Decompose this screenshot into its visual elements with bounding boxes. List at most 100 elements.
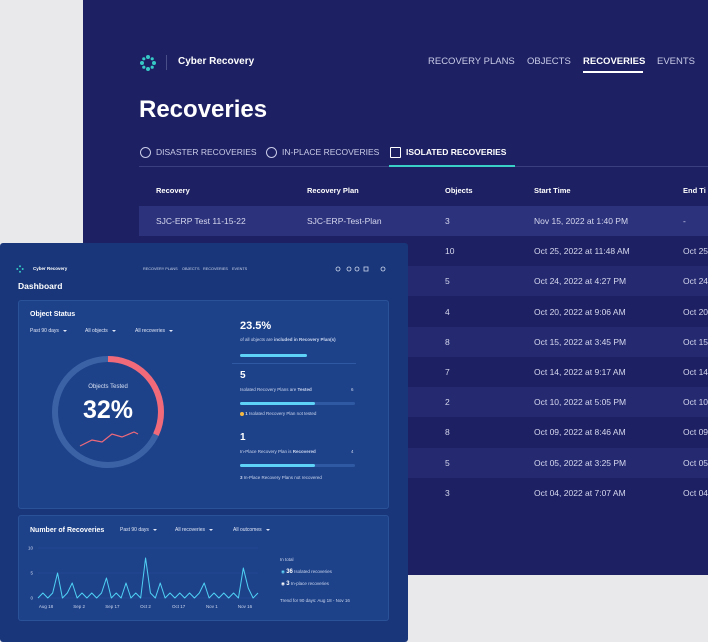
isolated-tested: 5: [240, 370, 246, 381]
table-cell: 4: [445, 306, 450, 317]
inplace-text: In-Place Recovery Plan is Recovered: [240, 449, 316, 455]
x-tick-label: Sep 17: [105, 604, 120, 609]
card-title: Number of Recoveries: [30, 527, 105, 534]
legend-icon: ◉: [281, 581, 285, 586]
nav-link[interactable]: OBJECTS: [182, 267, 200, 271]
donut-value: 32%: [82, 396, 134, 424]
table-row: [139, 206, 708, 236]
inplace-bar: [240, 464, 315, 467]
filter-label: Past 90 days: [30, 328, 59, 334]
header-icons: [335, 266, 386, 272]
nav-link[interactable]: RECOVERIES: [203, 267, 228, 271]
table-cell: -: [683, 216, 686, 226]
filter-dropdown[interactable]: All outcomes: [233, 528, 270, 533]
filter-dropdown[interactable]: Past 90 days: [30, 329, 67, 334]
isolated-not-tested: 1 Isolated Recovery Plan not tested: [240, 411, 316, 417]
tab[interactable]: ISOLATED RECOVERIES: [406, 147, 507, 157]
nav-underline: [583, 71, 643, 73]
legend-inplace: ◉ 3 In-place recoveries: [281, 581, 329, 587]
nav-link[interactable]: RECOVERIES: [583, 56, 646, 67]
donut-chart: [52, 356, 164, 468]
caret: [169, 329, 174, 332]
table-cell: Oct 10: [683, 397, 708, 408]
recoveries-chart: 0 5 10 Aug 18 Sep 2 Sep 17 Oct 2 Oct 17 Nov 1 Nov…: [28, 546, 259, 609]
x-tick-label: Oct 17: [172, 604, 186, 609]
text: included in Recovery Plan(s): [274, 337, 336, 342]
mini-trend: [79, 431, 139, 447]
legend-isolated: ◉ 36 Isolated recoveries: [281, 569, 332, 575]
logo: [140, 55, 156, 71]
tab[interactable]: IN-PLACE RECOVERIES: [282, 147, 380, 157]
table-cell: 5: [445, 457, 450, 468]
text: In-Place Recovery Plans not recovered: [243, 475, 322, 480]
filter-label: All objects: [85, 328, 108, 334]
text: Recovered: [292, 449, 316, 454]
page-title: Recoveries: [139, 96, 268, 123]
table-cell: Oct 09: [683, 427, 708, 438]
table-cell: Oct 15, 2022 at 3:45 PM: [534, 336, 627, 347]
text: 1: [245, 411, 248, 417]
isolated-total: 6: [351, 387, 354, 392]
nav-link[interactable]: RECOVERY PLANS: [143, 267, 178, 271]
divider: [166, 55, 167, 70]
recoveries-card: [18, 515, 389, 621]
line-series: [37, 557, 259, 599]
dashboard-window: Cyber Recovery Dashboard Object Status O…: [0, 243, 408, 642]
filter-dropdown[interactable]: All objects: [85, 329, 116, 334]
included-value: 23.5%: [240, 320, 272, 332]
table-cell: Oct 14: [683, 367, 708, 377]
logo: [16, 265, 24, 273]
isolated-bar: [240, 402, 315, 405]
inplace-total: 4: [351, 449, 354, 454]
text: of all objects are: [240, 337, 273, 342]
brand: Cyber Recovery: [178, 56, 255, 67]
nav-link[interactable]: EVENTS: [657, 56, 696, 67]
filter-dropdown[interactable]: All recoveries: [135, 328, 174, 334]
tab-icon: [140, 147, 151, 158]
x-tick-label: Aug 18: [39, 604, 54, 609]
x-tick-label: Oct 2: [140, 604, 151, 609]
inplace-recovered: 1: [240, 432, 246, 443]
x-tick-label: Sep 2: [73, 604, 85, 609]
text: Tested: [297, 387, 312, 392]
y-tick-label: 10: [28, 546, 34, 551]
tab-icon: [390, 147, 401, 158]
table-cell: Oct 25, 2022 at 11:48 AM: [534, 246, 630, 257]
table-cell: Oct 05, 2022 at 3:25 PM: [534, 457, 627, 468]
text: Isolated recoveries: [294, 569, 332, 574]
column-header: Recovery Plan: [307, 186, 359, 195]
filter-dropdown[interactable]: Past 90 days: [120, 528, 157, 533]
table-cell: Oct 09, 2022 at 8:46 AM: [534, 427, 626, 438]
filter-label: All recoveries: [135, 328, 166, 334]
caret: [62, 329, 67, 332]
table-cell: Oct 14, 2022 at 9:17 AM: [534, 367, 626, 377]
column-header: End Ti: [683, 186, 706, 195]
y-tick-label: 5: [30, 571, 33, 576]
text: In-Place Recovery Plan is: [240, 449, 292, 454]
filter-dropdown[interactable]: All recoveries: [175, 527, 214, 533]
text: Isolated Recovery Plans are: [240, 387, 297, 392]
nav-link[interactable]: RECOVERY PLANS: [428, 56, 515, 67]
warning-dot: [240, 412, 244, 416]
text: 3: [240, 475, 243, 480]
tab-icon: [266, 147, 277, 158]
filter-label: All recoveries: [175, 527, 206, 533]
caret: [111, 329, 116, 332]
count: 3: [286, 581, 290, 587]
table-cell: SJC-ERP-Test-Plan: [307, 216, 382, 226]
table-cell: Oct 04, 2022 at 7:07 AM: [534, 487, 626, 498]
included-text: of all objects are included in Recovery …: [240, 337, 336, 343]
table-cell: Oct 05: [683, 457, 708, 468]
table-cell: 3: [445, 487, 450, 498]
isolated-text: Isolated Recovery Plans are Tested: [240, 387, 312, 393]
filter-label: All outcomes: [233, 527, 262, 533]
tab[interactable]: DISASTER RECOVERIES: [156, 147, 257, 157]
table-cell: Oct 20: [683, 306, 708, 317]
nav-link[interactable]: EVENTS: [232, 267, 248, 271]
table-cell: 7: [445, 367, 450, 377]
caret: [209, 528, 214, 531]
table-cell: 5: [445, 276, 450, 287]
trend-text: Trend for 90 days: Aug 18 - Nov 16: [280, 598, 350, 603]
nav-link[interactable]: OBJECTS: [527, 56, 571, 67]
